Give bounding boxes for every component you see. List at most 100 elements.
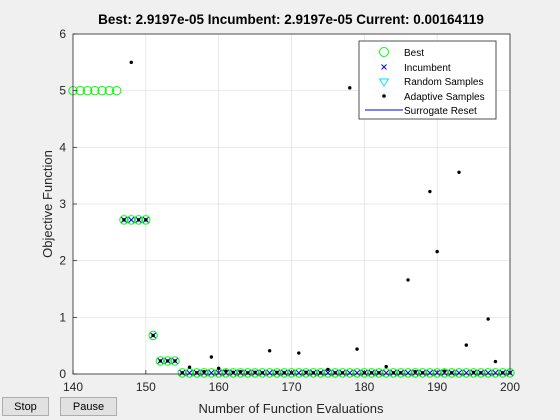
best-point: [162, 356, 173, 366]
adaptive-point: [435, 249, 439, 254]
best-point: [308, 368, 319, 378]
adaptive-point: [238, 370, 243, 374]
incumbent-point: [426, 369, 433, 376]
y-tick-label: 3: [59, 197, 66, 211]
incumbent-point: [295, 369, 302, 376]
y-tick-label: 0: [59, 367, 66, 381]
incumbent-point: [405, 369, 411, 376]
incumbent-point: [128, 216, 135, 223]
best-point: [228, 368, 238, 378]
adaptive-point: [355, 347, 359, 351]
y-axis-label: Objective Function: [40, 150, 55, 258]
adaptive-point: [428, 189, 432, 194]
best-point: [155, 356, 166, 366]
best-point: [279, 368, 289, 378]
best-point: [330, 368, 340, 378]
best-point: [403, 368, 413, 378]
x-tick-label: 160: [209, 380, 229, 394]
best-point: [461, 368, 471, 378]
best-point: [148, 330, 158, 341]
incumbent-point: [456, 369, 462, 376]
pause-button[interactable]: Pause: [60, 397, 117, 416]
adaptive-point: [348, 86, 352, 90]
y-tick-label: 5: [59, 84, 66, 98]
best-point: [97, 85, 107, 96]
incumbent-point: [485, 369, 492, 376]
best-point: [192, 368, 202, 378]
adaptive-point: [326, 367, 330, 372]
best-point: [476, 368, 486, 378]
adaptive-point: [224, 369, 228, 373]
incumbent-point: [208, 369, 215, 376]
x-tick-label: 140: [63, 380, 83, 394]
best-point: [119, 215, 129, 225]
best-point: [374, 368, 384, 378]
best-point: [301, 368, 311, 378]
adaptive-point: [413, 370, 418, 374]
legend-incumbent-marker: [381, 64, 387, 70]
best-point: [141, 215, 151, 225]
adaptive-point: [267, 349, 272, 353]
best-point: [425, 368, 435, 378]
incumbent-point: [492, 369, 499, 376]
best-point: [221, 368, 231, 378]
best-point: [133, 215, 144, 225]
incumbent-point: [441, 369, 448, 376]
adaptive-point: [187, 365, 192, 369]
best-point: [396, 368, 406, 378]
legend-best-label: Best: [404, 48, 424, 59]
legend-adaptive-label: Adaptive Samples: [404, 92, 485, 103]
legend-adaptive-marker: [382, 94, 386, 98]
best-point: [388, 368, 399, 378]
y-tick-label: 1: [59, 310, 66, 324]
best-point: [199, 368, 209, 378]
x-axis-label: Number of Function Evaluations: [199, 401, 384, 416]
adaptive-point: [209, 355, 214, 359]
adaptive-point: [253, 370, 257, 374]
best-point: [177, 368, 187, 378]
adaptive-point: [231, 370, 235, 374]
best-point: [432, 368, 442, 378]
adaptive-point: [406, 278, 410, 282]
best-point: [206, 368, 217, 378]
adaptive-point: [202, 370, 206, 374]
best-point: [352, 368, 362, 378]
best-point: [417, 368, 428, 378]
legend-incumbent-label: Incumbent: [404, 63, 451, 74]
x-tick-label: 150: [136, 380, 156, 394]
axis-ticks: 140 150 160 170 180 190 200 0 1 2 3 4 5 6: [59, 27, 520, 394]
best-point: [366, 368, 377, 378]
best-point: [490, 368, 501, 378]
legend-box: [358, 40, 497, 120]
adaptive-point: [297, 351, 301, 355]
legend-random-label: Random Samples: [404, 77, 483, 88]
best-point: [250, 368, 260, 378]
adaptive-point: [457, 170, 461, 174]
legend-reset-label: Surrogate Reset: [404, 106, 477, 117]
adaptive-point: [471, 370, 476, 374]
best-point: [112, 85, 122, 96]
best-point: [243, 368, 253, 378]
best-point: [498, 368, 508, 378]
stop-button[interactable]: Stop: [2, 397, 49, 416]
y-tick-label: 6: [59, 27, 66, 41]
best-point: [257, 368, 268, 378]
y-tick-label: 4: [59, 140, 66, 154]
legend-random-marker: [378, 78, 390, 87]
incumbent-point: [346, 369, 353, 376]
best-point: [272, 368, 282, 378]
best-point: [483, 368, 493, 378]
x-tick-label: 170: [281, 380, 301, 394]
x-tick-label: 180: [354, 380, 374, 394]
adaptive-point: [216, 366, 221, 371]
incumbent-point: [354, 369, 361, 376]
best-point: [337, 368, 348, 378]
best-point: [170, 356, 180, 366]
adaptive-point: [173, 359, 177, 363]
adaptive-point: [144, 218, 148, 222]
incumbent-point: [266, 369, 273, 376]
best-point: [454, 368, 464, 378]
adaptive-point: [158, 359, 163, 363]
adaptive-point: [136, 218, 141, 222]
